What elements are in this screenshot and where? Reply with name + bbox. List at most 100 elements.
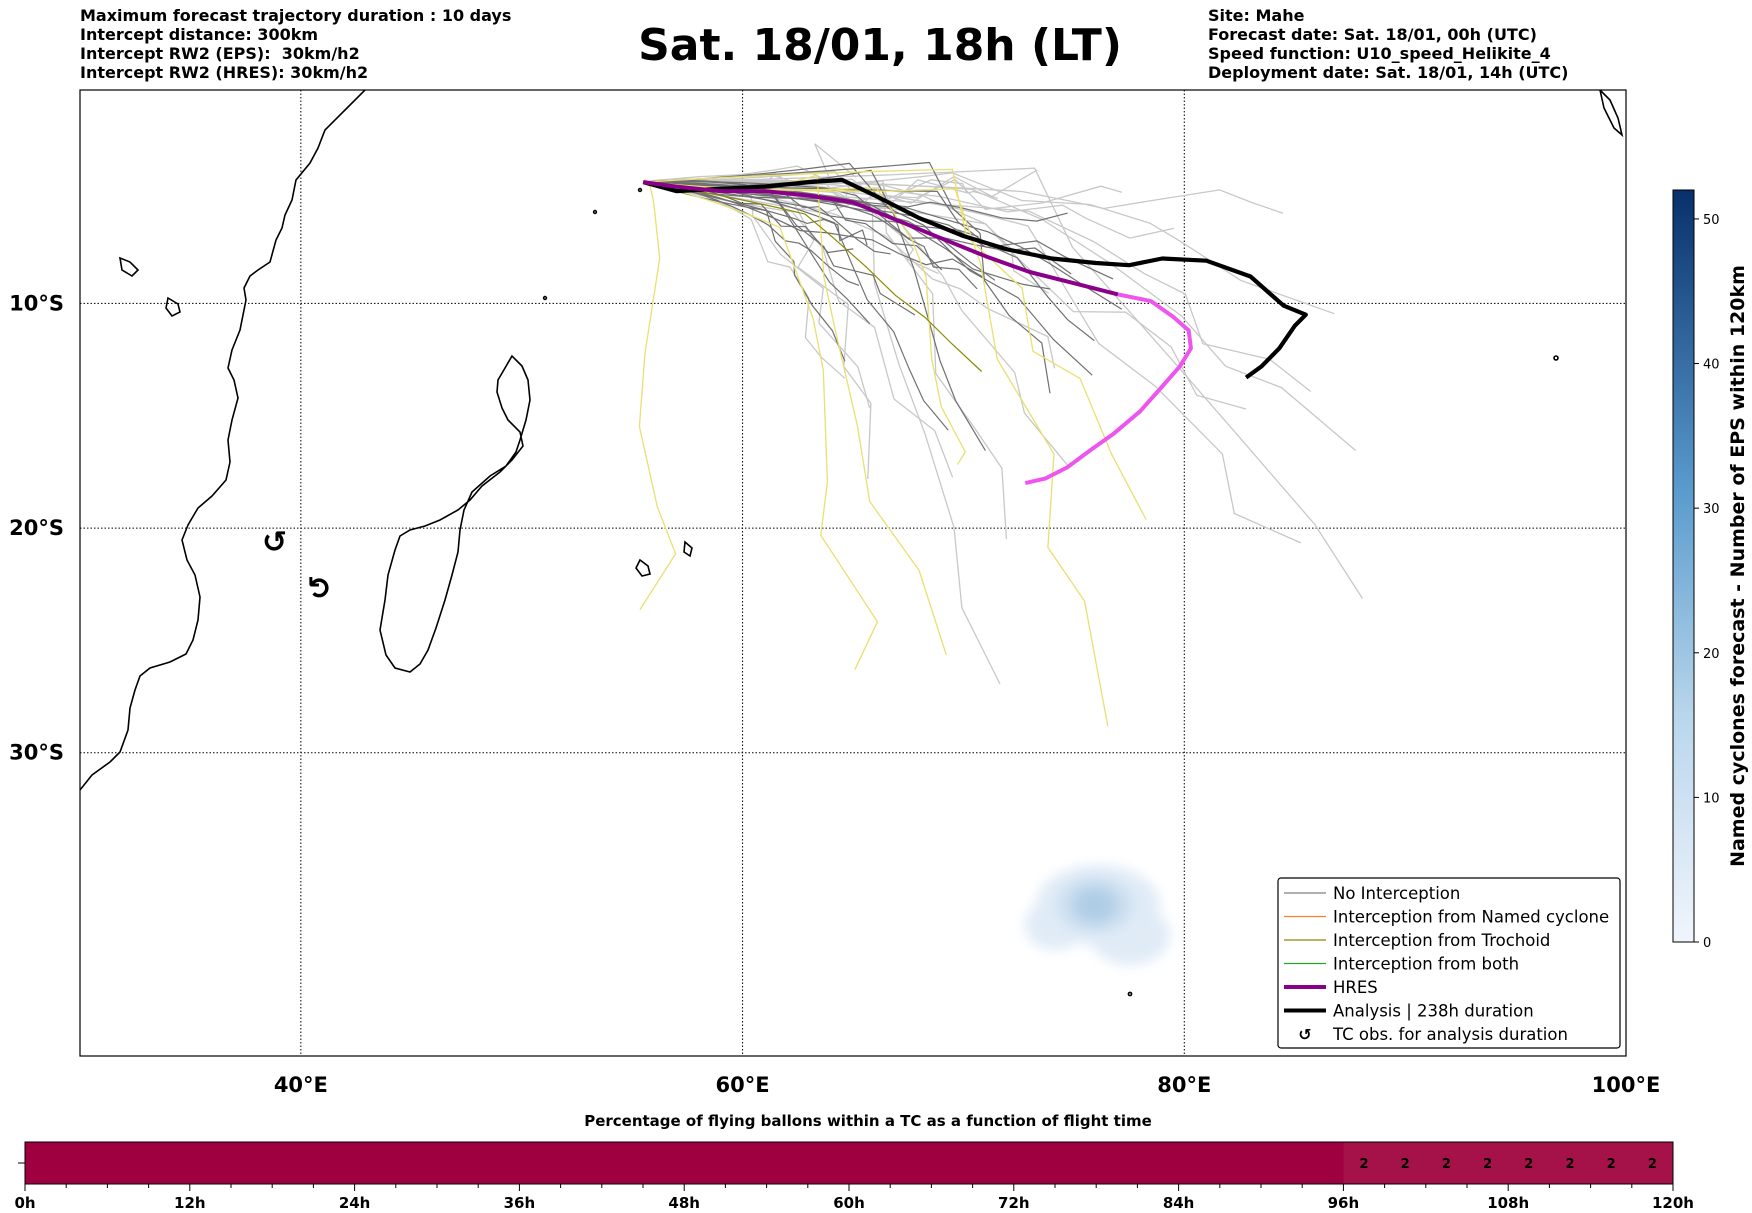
legend-label: Analysis | 238h duration <box>1333 1002 1534 1021</box>
flight-time-cell <box>890 1142 932 1184</box>
flight-time-cell <box>354 1142 397 1184</box>
ensemble-trajectory <box>643 168 1147 520</box>
legend-label: TC obs. for analysis duration <box>1332 1025 1568 1044</box>
colorbar-tick-label: 10 <box>1703 791 1720 806</box>
flight-time-cell-value: 2 <box>1648 1157 1657 1172</box>
legend-label: Interception from Trochoid <box>1333 931 1550 950</box>
island-outline <box>683 540 693 558</box>
flight-time-cell <box>395 1142 438 1184</box>
flight-time-cell <box>601 1142 644 1184</box>
tc-observation-symbols: ↺ ↺ <box>262 525 338 600</box>
flight-time-cell <box>1343 1142 1386 1184</box>
flight-time-tick-label: 120h <box>1652 1194 1694 1212</box>
ensemble-trajectory <box>643 181 1068 222</box>
flight-time-cell <box>807 1142 850 1184</box>
y-tick-label: 10°S <box>9 291 64 315</box>
legend-symbol-icon: ↺ <box>1298 1025 1311 1044</box>
flight-time-cell-value: 2 <box>1524 1157 1533 1172</box>
flight-time-cell <box>313 1142 356 1184</box>
flight-time-cell <box>1590 1142 1633 1184</box>
map-panel: ↺ ↺ 40°E 60°E 80°E 100°E 10°S 20°S 30°S No Int… <box>9 89 1660 1097</box>
madagascar-coastline <box>379 354 531 673</box>
flight-time-cell-value: 2 <box>1401 1157 1410 1172</box>
cyclone-density-blob <box>1025 865 1170 965</box>
flight-time-tick-label: 0h <box>14 1194 35 1212</box>
flight-time-cell <box>25 1142 67 1184</box>
header-left-line: Intercept distance: 300km <box>80 25 319 44</box>
x-tick-label: 80°E <box>1157 1073 1211 1097</box>
header-left: Maximum forecast trajectory duration : 1… <box>80 6 511 82</box>
colorbar-tick-label: 30 <box>1703 502 1720 517</box>
x-tick-label: 60°E <box>716 1073 770 1097</box>
flight-time-cell <box>1219 1142 1262 1184</box>
tc-symbol-icon: ↺ <box>303 575 338 600</box>
legend-label: Interception from both <box>1333 955 1519 974</box>
flight-time-cell-value: 2 <box>1565 1157 1574 1172</box>
header-right-line: Site: Mahe <box>1208 6 1305 25</box>
flight-time-cell <box>148 1142 191 1184</box>
colorbar-tick-label: 0 <box>1703 936 1711 951</box>
x-tick-label: 100°E <box>1592 1073 1661 1097</box>
map-axis-labels: 40°E 60°E 80°E 100°E 10°S 20°S 30°S <box>9 291 1660 1097</box>
flight-time-cell <box>1425 1142 1468 1184</box>
island-outline <box>165 296 181 318</box>
tc-symbol-icon: ↺ <box>262 525 287 560</box>
flight-time-tick-label: 108h <box>1487 1194 1529 1212</box>
island-outline <box>1599 90 1624 138</box>
flight-time-cell <box>972 1142 1015 1184</box>
legend-box <box>1277 877 1621 1049</box>
flight-time-cell <box>519 1142 562 1184</box>
colorbar-gradient <box>1672 189 1695 943</box>
flight-time-cell <box>1261 1142 1303 1184</box>
flight-time-tick-label: 48h <box>668 1194 700 1212</box>
colorbar-tick-label: 40 <box>1703 358 1720 373</box>
colorbar-tick-label: 50 <box>1703 213 1720 228</box>
header-right-line: Forecast date: Sat. 18/01, 00h (UTC) <box>1208 25 1537 44</box>
africa-coastline <box>80 90 366 791</box>
hres-trajectory-late <box>1024 292 1193 486</box>
flight-time-cell <box>1302 1142 1344 1184</box>
island-outline <box>1127 991 1133 997</box>
flight-time-tick-label: 84h <box>1163 1194 1195 1212</box>
coastlines <box>80 90 1624 997</box>
flight-time-cell <box>1013 1142 1056 1184</box>
island-outline <box>635 558 651 577</box>
header-right-line: Speed function: U10_speed_Helikite_4 <box>1208 44 1551 63</box>
gridlines <box>80 90 1626 1056</box>
y-tick-label: 30°S <box>9 741 64 765</box>
flight-time-cell-value: 2 <box>1442 1157 1451 1172</box>
island-outline <box>637 187 643 193</box>
flight-time-cell <box>1467 1142 1509 1184</box>
colorbar: 0 10 20 30 40 50 Named cyclones forecast - Nu… <box>1672 189 1749 951</box>
header-left-line: Intercept RW2 (HRES): 30km/h2 <box>80 63 369 82</box>
hres-trajectory <box>642 180 1119 297</box>
deterministic-trajectories <box>642 177 1308 486</box>
y-tick-label: 20°S <box>9 516 64 540</box>
flight-time-cell <box>1137 1142 1180 1184</box>
flight-time-cell-value: 2 <box>1607 1157 1616 1172</box>
legend: No Interception Interception from Named c… <box>1277 877 1621 1049</box>
island-outline <box>118 256 140 278</box>
flight-time-tick-label: 72h <box>998 1194 1030 1212</box>
legend-label: Interception from Named cyclone <box>1333 908 1609 927</box>
x-tick-label: 40°E <box>274 1073 328 1097</box>
analysis-trajectory <box>642 177 1308 380</box>
flight-time-cell <box>478 1142 520 1184</box>
page-title: Sat. 18/01, 18h (LT) <box>638 20 1122 71</box>
flight-time-bar: Percentage of flying ballons within a TC… <box>14 1112 1694 1212</box>
island-outline <box>592 209 598 215</box>
flight-time-cell <box>766 1142 809 1184</box>
island-outline <box>1553 355 1559 361</box>
flight-time-cell <box>684 1142 726 1184</box>
flight-time-cell <box>272 1142 314 1184</box>
flight-time-cell <box>107 1142 150 1184</box>
flight-time-cell <box>1631 1142 1674 1184</box>
header-right: Site: Mahe Forecast date: Sat. 18/01, 00… <box>1208 6 1568 82</box>
flight-time-cell <box>725 1142 768 1184</box>
ensemble-trajectory <box>643 180 1302 544</box>
legend-label: No Interception <box>1333 884 1460 903</box>
flight-time-cell <box>1055 1142 1097 1184</box>
flight-time-cell <box>1549 1142 1592 1184</box>
flight-time-cell <box>1384 1142 1427 1184</box>
colorbar-label: Named cyclones forecast - Number of EPS … <box>1727 265 1749 867</box>
